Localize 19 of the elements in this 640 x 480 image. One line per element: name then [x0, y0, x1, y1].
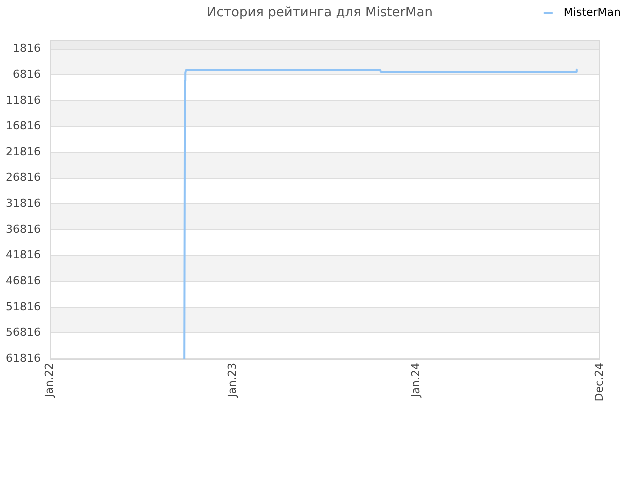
y-tick-label: 51816	[6, 300, 41, 314]
x-tick-label: Jan.23	[226, 363, 240, 398]
chart-title: История рейтинга для MisterMan	[207, 5, 433, 20]
y-tick-label: 61816	[6, 352, 41, 365]
y-tick-label: 36816	[6, 222, 41, 236]
y-tick-label: 21816	[6, 145, 41, 158]
y-tick-label: 46816	[6, 274, 41, 288]
x-tick-label: Jan.24	[410, 363, 423, 398]
y-tick-label: 16816	[6, 120, 41, 133]
y-tick-label: 1816	[13, 42, 41, 56]
y-tick-label: 56816	[6, 326, 41, 340]
y-tick-label: 26816	[6, 171, 41, 184]
y-tick-label: 11816	[6, 94, 41, 107]
y-tick-label: 6816	[13, 68, 41, 82]
legend-label: MisterMan	[564, 6, 622, 19]
y-tick-label: 41816	[6, 248, 41, 262]
x-tick-label: Jan.22	[42, 363, 56, 398]
y-tick-label: 31816	[6, 197, 41, 210]
x-tick-label: Dec.24	[592, 363, 606, 402]
